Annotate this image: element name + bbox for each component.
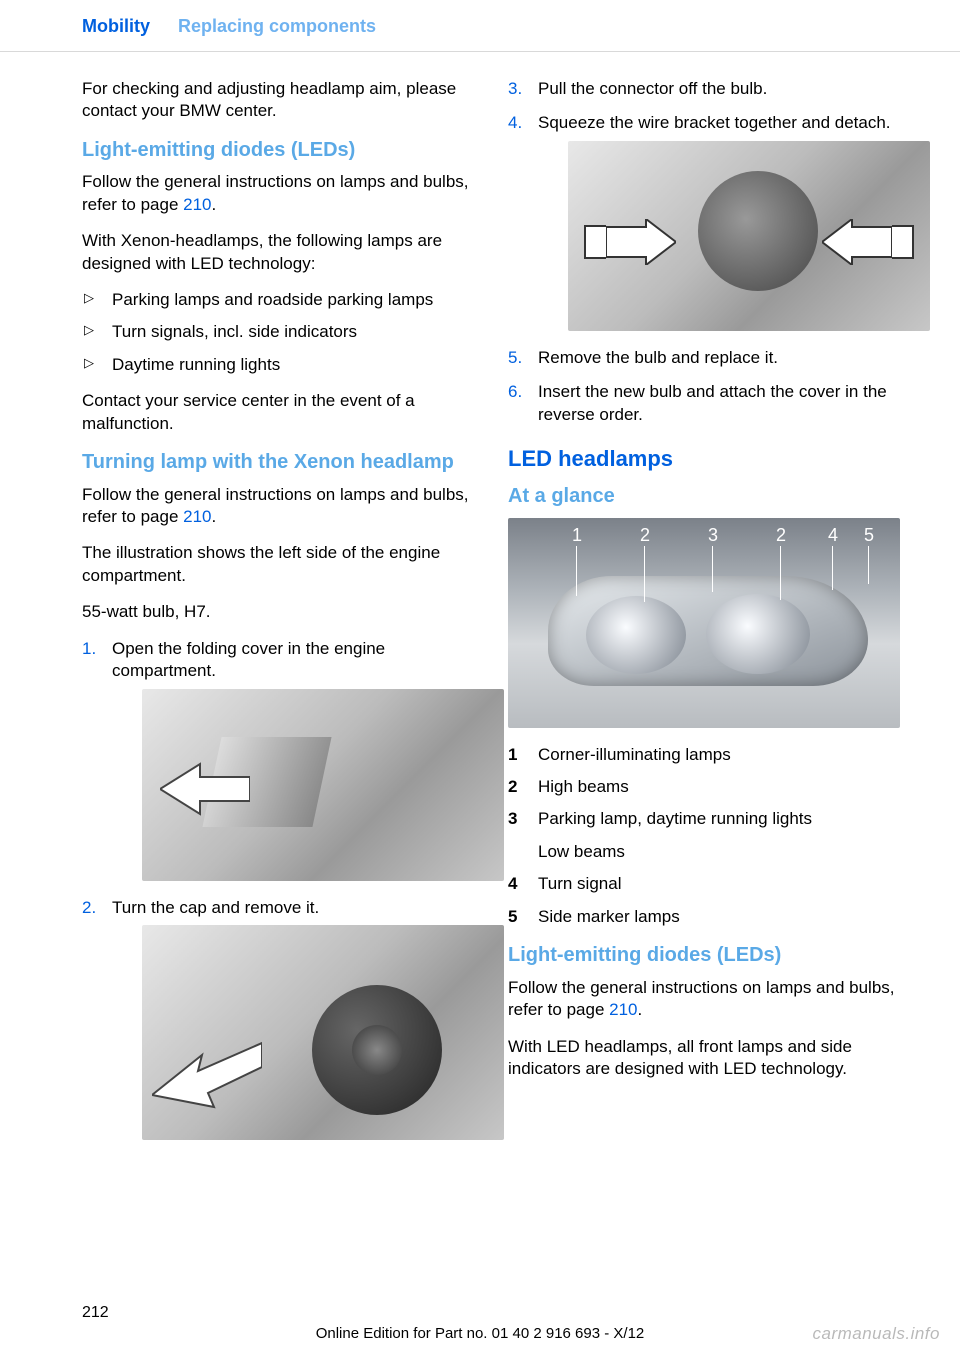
led-bullet-1: Parking lamps and roadside parking lamps bbox=[82, 289, 474, 311]
callout-6: 5 bbox=[864, 524, 874, 548]
led-bullet-3: Daytime running lights bbox=[82, 354, 474, 376]
legend-3: 3 Parking lamp, daytime running lights bbox=[508, 808, 900, 830]
legend-5-text: Side marker lamps bbox=[538, 907, 680, 926]
step-6-number: 6. bbox=[508, 381, 522, 403]
legend-1-text: Corner-illuminating lamps bbox=[538, 745, 731, 764]
callout-5: 4 bbox=[828, 524, 838, 548]
legend-2-num: 2 bbox=[508, 776, 517, 798]
turn-paragraph-3: 55-watt bulb, H7. bbox=[82, 601, 474, 623]
header-chapter: Mobility bbox=[82, 16, 150, 37]
legend-4-text: Turn signal bbox=[538, 874, 621, 893]
heading-turning-lamp: Turning lamp with the Xenon headlamp bbox=[82, 449, 474, 475]
legend-2-text: High beams bbox=[538, 777, 629, 796]
heading-led-headlamps: LED headlamps bbox=[508, 444, 900, 473]
led2-paragraph-1: Follow the general instructions on lamps… bbox=[508, 977, 900, 1022]
legend-5: 5 Side marker lamps bbox=[508, 906, 900, 928]
intro-paragraph: For checking and adjusting headlamp aim,… bbox=[82, 78, 474, 123]
turn-p1-text-a: Follow the general instructions on lamps… bbox=[82, 485, 469, 526]
led2-p1-text-b: . bbox=[638, 1000, 643, 1019]
step-4-number: 4. bbox=[508, 112, 522, 134]
led-bullet-list: Parking lamps and roadside parking lamps… bbox=[82, 289, 474, 376]
step-6: 6. Insert the new bulb and attach the co… bbox=[508, 381, 900, 426]
heading-at-a-glance: At a glance bbox=[508, 483, 900, 509]
step-5-text: Remove the bulb and replace it. bbox=[538, 348, 778, 367]
page-link-210[interactable]: 210 bbox=[183, 195, 211, 214]
figure-engine-cover bbox=[142, 689, 504, 881]
led-paragraph-2: With Xenon-headlamps, the following lamp… bbox=[82, 230, 474, 275]
step-5: 5. Remove the bulb and replace it. bbox=[508, 347, 900, 369]
led-paragraph-3: Contact your service center in the event… bbox=[82, 390, 474, 435]
page-header: Mobility Replacing components bbox=[0, 0, 960, 52]
page-number: 212 bbox=[82, 1304, 109, 1321]
figure-headlamp-overview: 1 2 3 2 4 5 bbox=[508, 518, 900, 728]
step-5-number: 5. bbox=[508, 347, 522, 369]
legend-2: 2 High beams bbox=[508, 776, 900, 798]
content-columns: For checking and adjusting headlamp aim,… bbox=[0, 52, 960, 1156]
page-footer: 212 bbox=[82, 1304, 910, 1322]
right-column: 3. Pull the connector off the bulb. 4. S… bbox=[508, 78, 900, 1156]
step-1-number: 1. bbox=[82, 638, 96, 660]
step-3-number: 3. bbox=[508, 78, 522, 100]
step-2: 2. Turn the cap and remove it. bbox=[82, 897, 474, 1140]
step-6-text: Insert the new bulb and attach the cover… bbox=[538, 382, 887, 423]
callout-4: 2 bbox=[776, 524, 786, 548]
heading-leds-2: Light-emitting diodes (LEDs) bbox=[508, 942, 900, 968]
step-1: 1. Open the folding cover in the engine … bbox=[82, 638, 474, 881]
step-4: 4. Squeeze the wire bracket together and… bbox=[508, 112, 900, 330]
turn-paragraph-2: The illustration shows the left side of … bbox=[82, 542, 474, 587]
figure-wire-bracket bbox=[568, 141, 930, 331]
callout-3: 3 bbox=[708, 524, 718, 548]
headlamp-legend: 1 Corner-illuminating lamps 2 High beams 3… bbox=[508, 744, 900, 929]
legend-3b-text: Low beams bbox=[538, 842, 625, 861]
step-3: 3. Pull the connector off the bulb. bbox=[508, 78, 900, 100]
step-2-number: 2. bbox=[82, 897, 96, 919]
led-p1-text-b: . bbox=[212, 195, 217, 214]
step-4-text: Squeeze the wire bracket together and de… bbox=[538, 113, 891, 132]
legend-4: 4 Turn signal bbox=[508, 873, 900, 895]
led-bullet-2: Turn signals, incl. side indicators bbox=[82, 321, 474, 343]
steps-list-right-a: 3. Pull the connector off the bulb. 4. S… bbox=[508, 78, 900, 426]
header-section: Replacing components bbox=[178, 16, 376, 37]
watermark: carmanuals.info bbox=[812, 1324, 940, 1344]
callout-1: 1 bbox=[572, 524, 582, 548]
led2-paragraph-2: With LED headlamps, all front lamps and … bbox=[508, 1036, 900, 1081]
steps-list-left: 1. Open the folding cover in the engine … bbox=[82, 638, 474, 1140]
heading-leds: Light-emitting diodes (LEDs) bbox=[82, 137, 474, 163]
legend-4-num: 4 bbox=[508, 873, 517, 895]
callout-2: 2 bbox=[640, 524, 650, 548]
step-2-text: Turn the cap and remove it. bbox=[112, 898, 319, 917]
led-paragraph-1: Follow the general instructions on lamps… bbox=[82, 171, 474, 216]
page-link-210-b[interactable]: 210 bbox=[183, 507, 211, 526]
legend-3-text: Parking lamp, daytime running lights bbox=[538, 809, 812, 828]
left-column: For checking and adjusting headlamp aim,… bbox=[82, 78, 474, 1156]
legend-1-num: 1 bbox=[508, 744, 517, 766]
legend-5-num: 5 bbox=[508, 906, 517, 928]
step-1-text: Open the folding cover in the engine com… bbox=[112, 639, 385, 680]
turn-paragraph-1: Follow the general instructions on lamps… bbox=[82, 484, 474, 529]
legend-3b: Low beams bbox=[508, 841, 900, 863]
led-p1-text-a: Follow the general instructions on lamps… bbox=[82, 172, 469, 213]
legend-1: 1 Corner-illuminating lamps bbox=[508, 744, 900, 766]
arrow-icon bbox=[160, 759, 250, 819]
figure-cap bbox=[142, 925, 504, 1140]
page-link-210-c[interactable]: 210 bbox=[609, 1000, 637, 1019]
step-3-text: Pull the connector off the bulb. bbox=[538, 79, 767, 98]
legend-3-num: 3 bbox=[508, 808, 517, 830]
led2-p1-text-a: Follow the general instructions on lamps… bbox=[508, 978, 895, 1019]
turn-p1-text-b: . bbox=[212, 507, 217, 526]
arrow-icon bbox=[152, 1015, 262, 1115]
